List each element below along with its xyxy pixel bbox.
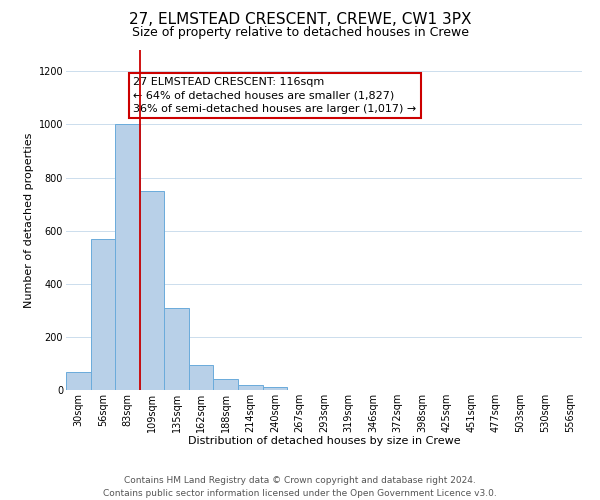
X-axis label: Distribution of detached houses by size in Crewe: Distribution of detached houses by size … [188,436,460,446]
Text: 27, ELMSTEAD CRESCENT, CREWE, CW1 3PX: 27, ELMSTEAD CRESCENT, CREWE, CW1 3PX [129,12,471,28]
Y-axis label: Number of detached properties: Number of detached properties [25,132,34,308]
Text: Size of property relative to detached houses in Crewe: Size of property relative to detached ho… [131,26,469,39]
Bar [66,372,91,390]
Text: 27 ELMSTEAD CRESCENT: 116sqm
← 64% of detached houses are smaller (1,827)
36% of: 27 ELMSTEAD CRESCENT: 116sqm ← 64% of de… [133,77,416,114]
Bar [115,124,140,390]
Bar [140,192,164,390]
Bar [164,308,189,390]
Bar [214,380,238,390]
Bar [91,238,115,390]
Bar [263,388,287,390]
Bar [189,366,214,390]
Bar [238,385,263,390]
Text: Contains HM Land Registry data © Crown copyright and database right 2024.
Contai: Contains HM Land Registry data © Crown c… [103,476,497,498]
